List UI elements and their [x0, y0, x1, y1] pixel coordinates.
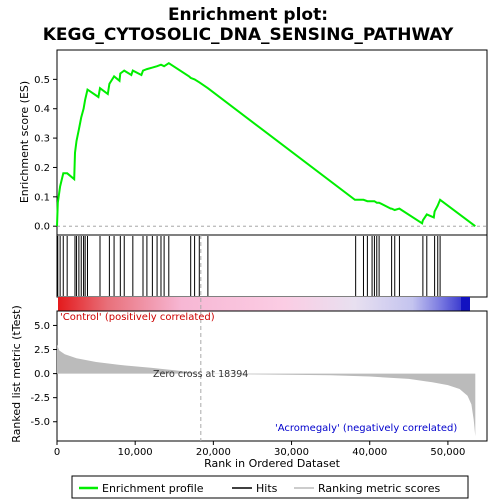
metric-axis-ticks: -5.0 -2.5 0.0 2.5 5.0: [30, 321, 57, 428]
x-tick-label: 50,000: [430, 447, 465, 458]
metric-tick-label: -2.5: [30, 393, 50, 404]
hit-marks: [57, 236, 441, 296]
zero-cross-label: Zero cross at 18394: [153, 369, 248, 380]
x-tick-label: 30,000: [274, 447, 309, 458]
metric-tick-label: 5.0: [34, 321, 50, 332]
es-y-axis-label: Enrichment score (ES): [18, 81, 31, 203]
es-tick-label: 0.3: [34, 134, 50, 145]
x-axis-label: Rank in Ordered Dataset: [204, 457, 341, 470]
es-tick-label: 0.5: [34, 75, 50, 86]
legend-es-label: Enrichment profile: [102, 482, 204, 495]
rank-color-bar: [58, 297, 470, 311]
es-panel: [56, 49, 488, 236]
x-axis-ticks: 0 10,000 20,000 30,000 40,000 50,000: [54, 441, 465, 458]
metric-tick-label: 2.5: [34, 345, 50, 356]
es-axis-ticks: 0.0 0.1 0.2 0.3 0.4 0.5: [34, 75, 57, 233]
positive-label: 'Control' (positively correlated): [60, 312, 215, 323]
legend-hits-label: Hits: [256, 482, 278, 495]
legend-metric-label: Ranking metric scores: [318, 482, 440, 495]
x-tick-label: 20,000: [196, 447, 231, 458]
es-tick-label: 0.0: [34, 222, 50, 233]
rank-color-bar-end: [461, 297, 470, 311]
x-tick-label: 10,000: [118, 447, 153, 458]
chart-title-line2: KEGG_CYTOSOLIC_DNA_SENSING_PATHWAY: [43, 25, 454, 45]
metric-tick-label: 0.0: [34, 369, 50, 380]
x-tick-label: 40,000: [352, 447, 387, 458]
negative-label: 'Acromegaly' (negatively correlated): [275, 423, 457, 434]
es-tick-label: 0.1: [34, 192, 50, 203]
x-tick-label: 0: [54, 447, 60, 458]
metric-y-axis-label: Ranked list metric (tTest): [10, 305, 23, 442]
es-line: [56, 62, 476, 227]
es-tick-label: 0.4: [34, 104, 50, 115]
es-tick-label: 0.2: [34, 163, 50, 174]
legend-box: [71, 475, 469, 499]
metric-tick-label: -5.0: [30, 417, 50, 428]
chart-title-line1: Enrichment plot:: [168, 5, 328, 25]
